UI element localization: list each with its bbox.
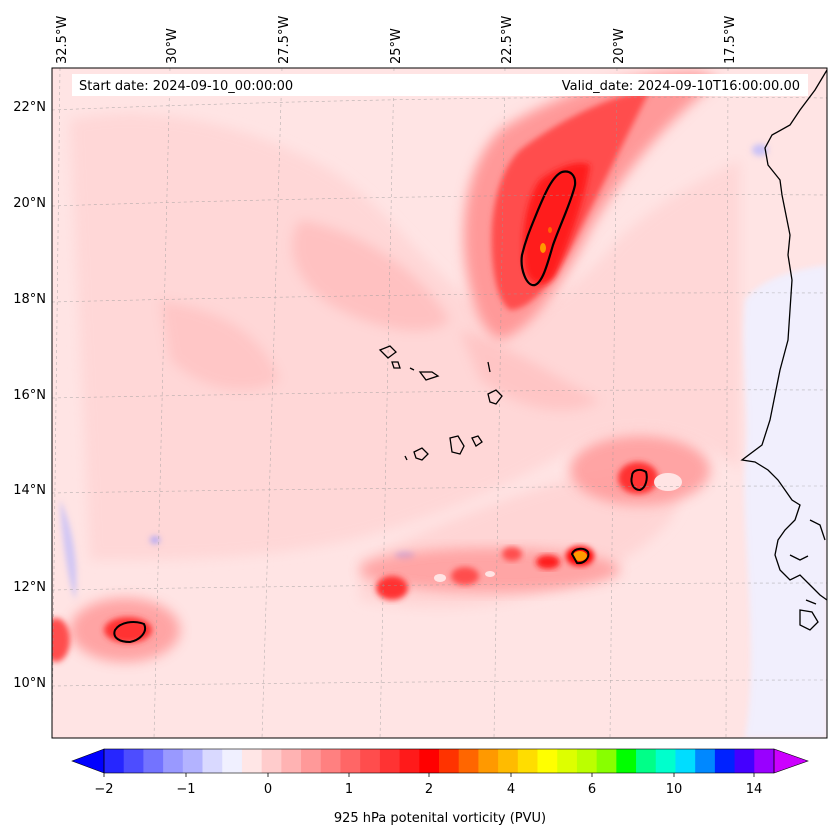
colorbar-cell [498,749,519,773]
colorbar-tick-label: −1 [176,782,195,797]
colorbar-cell [714,749,735,773]
colorbar-outline [103,748,775,774]
colorbar-tick-label: −2 [94,782,113,797]
lat-label: 12°N [13,580,46,595]
lat-label: 20°N [13,196,46,211]
graticule [52,68,827,738]
colorbar-tick-label: 14 [746,782,763,797]
colorbar-tick-label: 6 [588,782,596,797]
pv-feature-south-chain [360,546,620,600]
pv-feature-northeast [463,71,720,340]
colorbar-cell [478,749,499,773]
colorbar-cell [655,749,676,773]
colorbar-cell [517,749,538,773]
colorbar: −2 −1 0 1 2 4 6 10 14 925 hPa potenital … [71,748,809,826]
pv-feature-southwest [52,598,180,662]
colorbar-tick-label: 1 [345,782,353,797]
colorbar-label: 925 hPa potenital vorticity (PVU) [334,811,546,826]
colorbar-max-extension [773,748,809,774]
longitude-labels: 32.5°W 30°W 27.5°W 25°W 22.5°W 20°W 17.5… [55,16,738,64]
colorbar-min-extension [71,748,105,774]
colorbar-tick-label: 2 [425,782,433,797]
map-frame [51,67,828,739]
colorbar-cell [104,749,125,773]
colorbar-cell [576,749,598,773]
colorbar-cell [143,749,164,773]
colorbar-cell [458,749,479,773]
colorbar-cells [104,749,775,773]
lon-label: 20°W [612,28,627,64]
lat-label: 22°N [13,100,46,115]
lon-label: 32.5°W [55,16,70,64]
colorbar-cell [636,749,657,773]
start-date-text: Start date: 2024-09-10_00:00:00 [79,79,293,94]
lon-label: 30°W [165,28,180,64]
lon-label: 25°W [389,28,404,64]
lat-label: 18°N [13,292,46,307]
colorbar-cell [439,749,460,773]
colorbar-cell [163,749,184,773]
colorbar-cell [557,749,578,773]
colorbar-cell [261,749,282,773]
colorbar-tick-label: 0 [264,782,272,797]
colorbar-cell [202,749,223,773]
pv-feature-east [570,435,710,505]
colorbar-cell [222,749,243,773]
colorbar-cell [360,749,381,773]
colorbar-cell [695,749,716,773]
map-panel [52,68,827,738]
lat-label: 10°N [13,676,46,691]
lon-label: 22.5°W [500,16,515,64]
colorbar-tick-label: 4 [507,782,515,797]
colorbar-ticks [103,773,755,777]
colorbar-cell [537,749,558,773]
colorbar-cell [123,749,144,773]
colorbar-cell [616,749,637,773]
colorbar-cell [596,749,617,773]
colorbar-cell [281,749,302,773]
colorbar-cell [379,749,400,773]
latitude-labels: 22°N 20°N 18°N 16°N 14°N 12°N 10°N [13,100,46,691]
coastline-islands [378,345,503,461]
colorbar-cell [320,749,341,773]
colorbar-cell [340,749,361,773]
colorbar-cell [241,749,263,773]
valid-date-text: Valid_date: 2024-09-10T16:00:00.00 [562,79,800,94]
colorbar-cell [754,749,775,773]
colorbar-cell [301,749,322,773]
colorbar-cell [182,749,203,773]
lon-label: 17.5°W [723,16,738,64]
colorbar-tick-label: 10 [666,782,683,797]
coastline-africa [740,69,827,631]
colorbar-cell [675,749,696,773]
colorbar-cell [399,749,420,773]
lat-label: 16°N [13,388,46,403]
lon-label: 27.5°W [277,16,292,64]
colorbar-cell [419,749,440,773]
lat-label: 14°N [13,483,46,498]
header-banner: Start date: 2024-09-10_00:00:00 Valid_da… [72,74,808,96]
colorbar-tick-labels: −2 −1 0 1 2 4 6 10 14 [94,782,762,797]
colorbar-cell [734,749,755,773]
